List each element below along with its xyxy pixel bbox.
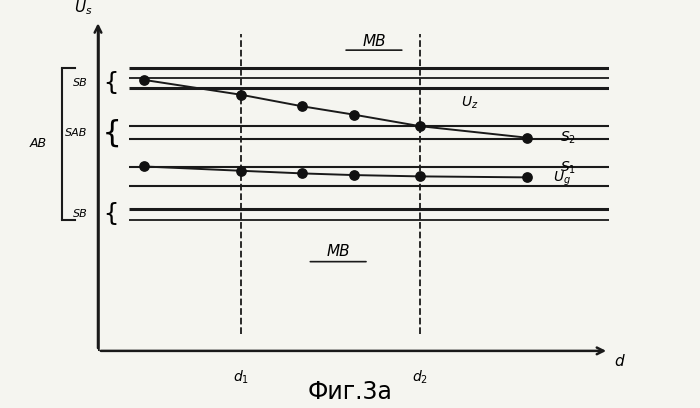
Point: [235, 91, 246, 98]
Text: $d_2$: $d_2$: [412, 369, 428, 386]
Text: {: {: [103, 202, 118, 226]
Text: {: {: [103, 71, 118, 95]
Text: $U_g$: $U_g$: [553, 170, 570, 188]
Point: [522, 135, 533, 141]
Point: [297, 170, 308, 177]
Text: $U_s$: $U_s$: [74, 0, 93, 17]
Point: [139, 77, 150, 83]
Text: MB: MB: [326, 244, 350, 259]
Text: $d$: $d$: [614, 353, 626, 369]
Point: [235, 168, 246, 174]
Text: $S_1$: $S_1$: [560, 159, 576, 176]
Point: [348, 172, 359, 178]
Text: $d_1$: $d_1$: [233, 369, 249, 386]
Point: [414, 123, 426, 129]
Text: SAB: SAB: [65, 128, 88, 138]
Point: [414, 173, 426, 180]
Text: $U_z$: $U_z$: [461, 95, 478, 111]
Text: Фиг.3а: Фиг.3а: [307, 380, 393, 404]
Text: AB: AB: [30, 137, 47, 151]
Point: [522, 174, 533, 181]
Point: [297, 103, 308, 110]
Text: MB: MB: [362, 34, 386, 49]
Text: $S_2$: $S_2$: [560, 129, 576, 146]
Point: [348, 111, 359, 118]
Text: {: {: [103, 118, 122, 147]
Text: SB: SB: [73, 78, 88, 88]
Text: SB: SB: [73, 209, 88, 220]
Point: [139, 163, 150, 170]
